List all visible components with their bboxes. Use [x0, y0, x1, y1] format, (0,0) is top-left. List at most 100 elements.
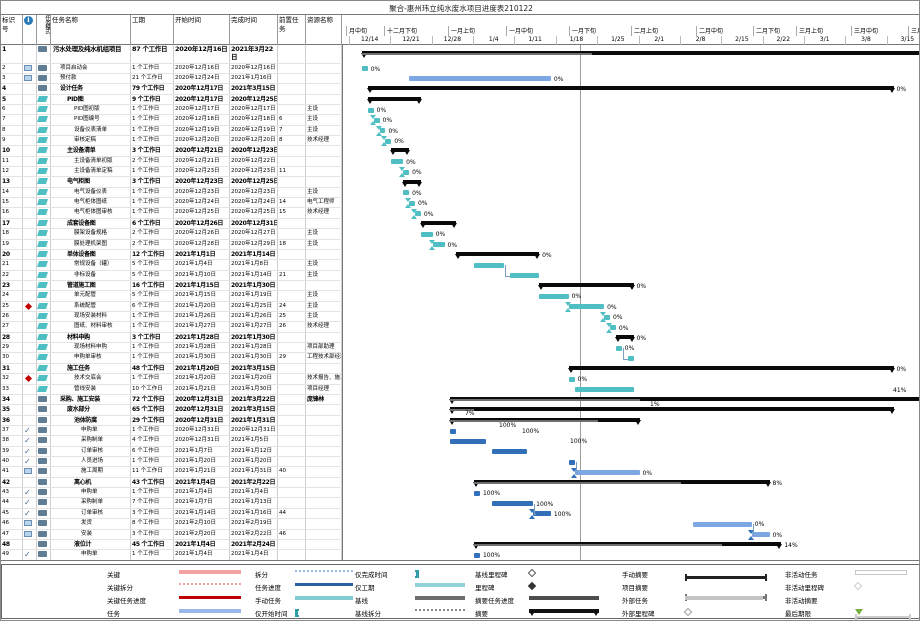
- task-bar[interactable]: [403, 190, 410, 196]
- task-bar[interactable]: [751, 532, 770, 538]
- task-bar[interactable]: [414, 211, 421, 217]
- task-bar[interactable]: [409, 200, 415, 206]
- task-bar[interactable]: [474, 552, 480, 558]
- table-row[interactable]: 26 现场安装材料 1 个工作日 2021年1月26日 2021年1月26日 25 主设: [1, 312, 342, 323]
- task-bar[interactable]: [450, 428, 457, 434]
- task-bar[interactable]: [474, 262, 504, 268]
- table-row[interactable]: 17 成套设备图 6 个工作日 2020年12月26日 2020年12月31日: [1, 218, 342, 230]
- table-row[interactable]: 40 ✓ 人员进场 1 个工作日 2021年1月20日 2021年1月20日: [1, 457, 342, 468]
- column-header-0[interactable]: 标识号: [1, 15, 23, 46]
- summary-bar[interactable]: [360, 51, 919, 58]
- task-bar[interactable]: [432, 242, 445, 248]
- table-row[interactable]: 43 ✓ 申购单 1 个工作日 2021年1月4日 2021年1月4日: [1, 488, 342, 499]
- task-bar[interactable]: [615, 345, 622, 351]
- table-row[interactable]: 2 项目启动会 1 个工作日 2020年12月16日 2020年12月16日: [1, 63, 342, 74]
- table-row[interactable]: 32 技术交底会 1 个工作日 2021年1月20日 2021年1月20日 技术报告、施工: [1, 374, 342, 385]
- table-row[interactable]: 28 材料申购 3 个工作日 2021年1月28日 2021年1月30日: [1, 332, 342, 344]
- summary-bar[interactable]: [449, 397, 919, 405]
- summary-bar[interactable]: [538, 283, 635, 291]
- task-bar[interactable]: [367, 107, 374, 113]
- summary-bar[interactable]: [449, 407, 895, 415]
- table-row[interactable]: 29 现场材料申购 1 个工作日 2021年1月28日 2021年1月28日 项目部助理: [1, 343, 342, 354]
- table-row[interactable]: 48 液位计 45 个工作日 2021年1月4日 2021年2月24日: [1, 539, 342, 551]
- column-header-1[interactable]: i: [23, 15, 37, 46]
- summary-bar[interactable]: [390, 148, 411, 156]
- table-row[interactable]: 44 ✓ 采购制单 7 个工作日 2021年1月7日 2021年1月13日: [1, 498, 342, 509]
- table-row[interactable]: 27 图纸、材料审核 1 个工作日 2021年1月27日 2021年1月27日 26 技术经…: [1, 322, 342, 333]
- task-bar[interactable]: [474, 490, 480, 496]
- table-row[interactable]: 12 主设备清单定稿 1 个工作日 2020年12月23日 2020年12月23日 11: [1, 167, 342, 178]
- table-row[interactable]: 16 电气柜体图审核 1 个工作日 2020年12月25日 2020年12月25日 15 技…: [1, 208, 342, 219]
- task-bar[interactable]: [361, 66, 368, 72]
- summary-bar[interactable]: [419, 220, 458, 228]
- task-bar[interactable]: [574, 470, 640, 476]
- table-row[interactable]: 23 管道施工图 16 个工作日 2021年1月15日 2021年1月30日: [1, 280, 342, 292]
- column-header-3[interactable]: 任务名称: [51, 15, 131, 46]
- table-row[interactable]: 7 PID图编号 1 个工作日 2020年12月18日 2020年12月18日 6 主设: [1, 115, 342, 126]
- summary-bar[interactable]: [402, 179, 422, 187]
- summary-bar[interactable]: [366, 86, 895, 94]
- table-row[interactable]: 41 施工周期 11 个工作日 2021年1月21日 2021年1月31日 40: [1, 467, 342, 478]
- task-bar[interactable]: [692, 521, 752, 527]
- column-header-4[interactable]: 工期: [131, 15, 174, 46]
- task-bar[interactable]: [604, 314, 610, 320]
- task-bar[interactable]: [373, 117, 380, 123]
- column-header-7[interactable]: 前置任务: [278, 15, 306, 46]
- table-row[interactable]: 10 主设备清单 3 个工作日 2020年12月21日 2020年12月23日: [1, 146, 342, 157]
- table-row[interactable]: 33 管线安装 10 个工作日 2021年1月21日 2021年1月30日 项目经理: [1, 384, 342, 395]
- table-row[interactable]: 46 发货 8 个工作日 2021年2月10日 2021年2月19日: [1, 519, 342, 530]
- column-header-5[interactable]: 开始时间: [174, 15, 230, 46]
- task-bar[interactable]: [385, 138, 392, 144]
- table-row[interactable]: 4 设计任务 79 个工作日 2020年12月17日 2021年3月15日: [1, 84, 342, 95]
- task-bar[interactable]: [568, 376, 575, 382]
- summary-bar[interactable]: [567, 365, 895, 373]
- table-row[interactable]: 39 ✓ 订单审核 6 个工作日 2021年1月7日 2021年1月12日: [1, 446, 342, 458]
- task-bar[interactable]: [533, 511, 551, 517]
- column-header-6[interactable]: 完成时间: [230, 15, 278, 46]
- column-header-2[interactable]: 任务模式: [37, 15, 51, 46]
- task-bar[interactable]: [450, 438, 486, 444]
- table-row[interactable]: 13 电气柜图 3 个工作日 2020年12月23日 2020年12月25日: [1, 177, 342, 188]
- table-row[interactable]: 35 废水部分 65 个工作日 2020年12月31日 2021年3月15日: [1, 405, 342, 416]
- table-row[interactable]: 3 预付款 21 个工作日 2020年12月24日 2021年1月16日: [1, 73, 342, 85]
- task-bar[interactable]: [409, 76, 551, 82]
- task-bar[interactable]: [391, 159, 404, 165]
- table-row[interactable]: 1 污水处理及纯水机组项目 87 个工作日 2020年12月16日 2021年3月22日: [1, 45, 342, 64]
- summary-bar[interactable]: [455, 252, 541, 260]
- task-bar[interactable]: [539, 293, 569, 299]
- table-row[interactable]: 21 常规设备（罐） 5 个工作日 2021年1月4日 2021年1月8日 主设: [1, 260, 342, 271]
- table-row[interactable]: 11 主设备清单初版 2 个工作日 2020年12月21日 2020年12月22日: [1, 156, 342, 168]
- table-row[interactable]: 6 PID图初版 1 个工作日 2020年12月17日 2020年12月17日 主设: [1, 104, 342, 116]
- task-bar[interactable]: [509, 273, 540, 279]
- task-bar[interactable]: [574, 387, 634, 393]
- task-bar[interactable]: [379, 128, 386, 134]
- table-row[interactable]: 8 设备仪表清单 1 个工作日 2020年12月19日 2020年12月19日 7 主设: [1, 125, 342, 136]
- table-row[interactable]: 25 系统配管 6 个工作日 2021年1月20日 2021年1月25日 24 主设: [1, 301, 342, 313]
- task-bar[interactable]: [403, 169, 410, 175]
- table-row[interactable]: 42 离心机 43 个工作日 2021年1月4日 2021年2月22日: [1, 477, 342, 489]
- table-row[interactable]: 24 单元配管 5 个工作日 2021年1月15日 2021年1月19日 主设: [1, 291, 342, 302]
- task-bar[interactable]: [491, 449, 528, 455]
- table-row[interactable]: 15 电气柜体图纸 1 个工作日 2020年12月24日 2020年12月24日 14 电气…: [1, 198, 342, 209]
- summary-bar[interactable]: [614, 334, 635, 342]
- summary-bar[interactable]: [366, 96, 422, 104]
- table-row[interactable]: 19 膜处理机架图 2 个工作日 2020年12月28日 2020年12月29日 18 主设: [1, 239, 342, 250]
- task-bar[interactable]: [420, 231, 433, 237]
- table-row[interactable]: 14 电气设备仪表 1 个工作日 2020年12月23日 2020年12月23日 主设: [1, 187, 342, 199]
- table-row[interactable]: 34 采购、施工安装 72 个工作日 2020年12月31日 2021年3月22日 庞锋林: [1, 394, 342, 406]
- task-bar[interactable]: [609, 325, 616, 331]
- table-row[interactable]: 30 申购单审核 1 个工作日 2021年1月30日 2021年1月30日 29 工程技术部…: [1, 353, 342, 364]
- table-row[interactable]: 45 ✓ 订单审核 3 个工作日 2021年1月14日 2021年1月16日 44: [1, 508, 342, 520]
- table-row[interactable]: 38 ✓ 采购制单 4 个工作日 2020年12月31日 2021年1月5日: [1, 436, 342, 447]
- table-row[interactable]: 37 ✓ 申购单 1 个工作日 2020年12月31日 2020年12月31日: [1, 425, 342, 437]
- task-bar[interactable]: [627, 356, 634, 362]
- table-row[interactable]: 22 非标设备 5 个工作日 2021年1月10日 2021年1月14日 21 主设: [1, 270, 342, 281]
- task-bar[interactable]: [568, 459, 575, 465]
- table-row[interactable]: 5 PID图 9 个工作日 2020年12月17日 2020年12月25日: [1, 94, 342, 105]
- table-row[interactable]: 36 池体防腐 29 个工作日 2020年12月31日 2021年1月31日: [1, 415, 342, 426]
- task-bar[interactable]: [568, 304, 605, 310]
- table-row[interactable]: 18 膜架设备规格 2 个工作日 2020年12月26日 2020年12月27日 主设: [1, 229, 342, 240]
- table-row[interactable]: 47 安装 3 个工作日 2021年2月20日 2021年2月22日 46: [1, 529, 342, 540]
- table-row[interactable]: 31 施工任务 48 个工作日 2021年1月20日 2021年3月15日: [1, 363, 342, 375]
- table-row[interactable]: 9 审核定稿 1 个工作日 2020年12月20日 2020年12月20日 8 技术经理: [1, 135, 342, 147]
